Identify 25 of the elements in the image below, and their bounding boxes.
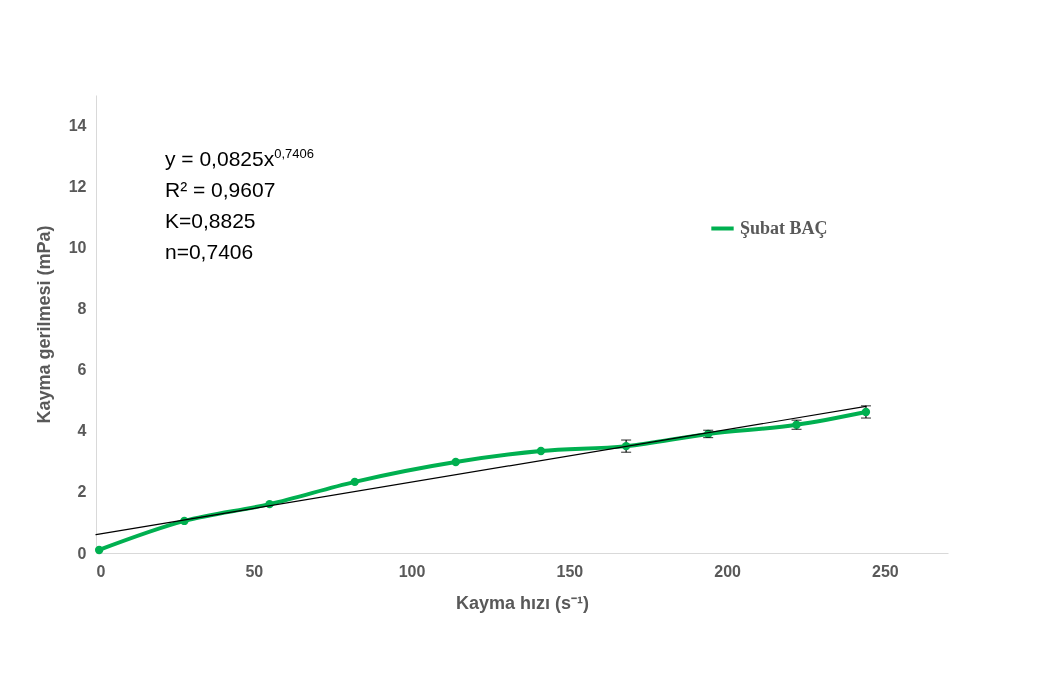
y-axis-title: Kayma gerilmesi (mPa) bbox=[33, 225, 54, 424]
point bbox=[451, 457, 460, 467]
y-tick-label: 10 bbox=[68, 239, 87, 257]
y-tick-label: 14 bbox=[68, 117, 87, 135]
y-tick-label: 2 bbox=[77, 483, 87, 501]
y-tick-label: 8 bbox=[77, 300, 87, 318]
point bbox=[350, 477, 359, 487]
point bbox=[536, 446, 546, 456]
y-tick-label: 12 bbox=[68, 178, 87, 196]
x-tick-label: 0 bbox=[96, 562, 106, 580]
x-tick-label: 150 bbox=[556, 562, 584, 580]
y-tick-label: 6 bbox=[77, 361, 87, 379]
x-axis-title: Kayma hızı (s⁻¹) bbox=[455, 592, 590, 613]
annotation: R² = 0,9607 bbox=[165, 177, 277, 203]
x-tick-label: 250 bbox=[872, 562, 899, 580]
annotation: K=0,8825 bbox=[165, 208, 257, 234]
point bbox=[94, 545, 104, 555]
y-tick-label: 0 bbox=[77, 544, 87, 562]
x-tick-label: 50 bbox=[245, 562, 264, 580]
annotation: y = 0,0825x$^{0,7406}$ bbox=[165, 145, 314, 172]
annotation: n=0,7406 bbox=[165, 239, 255, 265]
x-tick-label: 200 bbox=[714, 562, 742, 580]
y-tick-label: 4 bbox=[77, 422, 87, 440]
legend-label: Şubat BAÇ bbox=[740, 217, 828, 238]
x-tick-label: 100 bbox=[398, 562, 426, 580]
